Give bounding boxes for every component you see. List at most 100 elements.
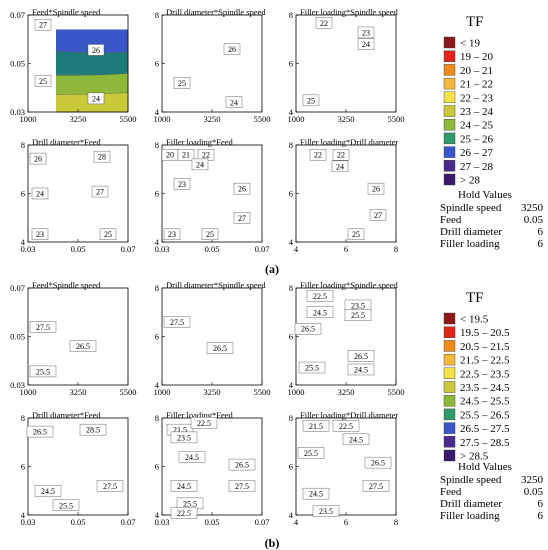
contour-label-box: [347, 228, 365, 240]
contour-label: 28: [98, 153, 106, 162]
y-tick-label: 6: [155, 462, 159, 472]
legend-swatch: [443, 64, 456, 76]
contour-label-box: [344, 309, 372, 321]
hold-name: Feed: [440, 214, 462, 226]
legend-entry: 21.5 – 22.5: [460, 355, 510, 367]
contour-label-box: [163, 316, 191, 328]
x-tick-label: 3250: [204, 114, 221, 124]
contour-label-box: [302, 487, 330, 500]
plot-title: Filler loading*Spindle speed: [300, 280, 398, 290]
contour-label-box: [26, 425, 54, 438]
contour-label-box: [306, 290, 334, 302]
contour-label: 23.5: [319, 507, 333, 516]
legend-entry: > 28: [460, 175, 480, 187]
y-tick-label: 0.03: [10, 107, 25, 117]
contour-label-box: [31, 228, 49, 240]
contour-label-box: [233, 212, 251, 224]
contour-label-box: [294, 323, 322, 335]
legend-swatch: [443, 312, 456, 325]
x-tick-label: 4: [294, 517, 299, 527]
x-tick-label: 4: [294, 244, 299, 254]
y-tick-label: 6: [289, 462, 293, 472]
contour-label: 23: [178, 180, 186, 189]
y-tick-label: 4: [155, 510, 160, 520]
legend-swatch: [443, 408, 456, 421]
contour-label: 21.5: [173, 426, 187, 435]
y-tick-label: 8: [21, 413, 25, 423]
plot-title: Drill diameter*Feed: [32, 410, 101, 420]
contour-label-box: [87, 92, 105, 105]
contour-label-box: [34, 485, 62, 497]
contour-label-box: [302, 94, 320, 107]
plot-title: Drill diameter*Spindle speed: [166, 280, 266, 290]
x-tick-label: 0.07: [255, 517, 270, 527]
y-tick-label: 6: [21, 189, 25, 199]
contour-label: 27.5: [369, 482, 383, 491]
legend-swatch: [443, 118, 456, 131]
contour-label-box: [362, 480, 390, 492]
x-tick-label: 1000: [288, 387, 305, 397]
legend-entry: 22 – 23: [460, 92, 494, 104]
contour-label-box: [173, 178, 191, 190]
plot-frame: [161, 14, 263, 113]
contour-plot: Filler loading*Drill diameter 4 6 8 4 6 8 22 22 2…: [289, 137, 399, 254]
contour-label: 25: [39, 77, 47, 86]
contour-label: 28.5: [86, 426, 100, 435]
legend-entry: 19.5 – 20.5: [460, 327, 510, 339]
y-tick-label: 8: [155, 283, 159, 293]
contour-label: 25.5: [304, 449, 318, 458]
contour-label: 25.5: [183, 499, 197, 508]
contour-label: 25.5: [59, 501, 73, 510]
x-tick-label: 5500: [254, 114, 271, 124]
x-tick-label: 3250: [338, 114, 355, 124]
contour-label: 26.5: [213, 344, 227, 353]
hold-values-title: Hold Values: [458, 189, 512, 201]
contour-label-box: [87, 44, 105, 56]
contour-label: 24: [336, 162, 344, 171]
contour-label: 27.5: [36, 323, 50, 332]
contour-label-box: [29, 365, 57, 378]
contour-label: 22: [320, 19, 328, 28]
legend-swatch: [443, 449, 456, 462]
legend-entry: 21 – 22: [460, 79, 493, 91]
y-tick-label: 4: [289, 237, 294, 247]
legend-title: TF: [466, 14, 484, 30]
x-tick-label: 5500: [254, 387, 271, 397]
x-tick-label: 3250: [70, 114, 87, 124]
y-tick-label: 0.07: [10, 10, 25, 20]
x-tick-label: 5500: [388, 114, 405, 124]
contour-label: 26.5: [371, 459, 385, 468]
x-tick-label: 3250: [70, 387, 87, 397]
plot-title: Feed*Spindle speed: [32, 7, 101, 17]
x-tick-label: 5500: [388, 387, 405, 397]
contour-label-box: [364, 456, 392, 469]
x-tick-label: 0.05: [71, 517, 86, 527]
contour-label: 27: [238, 214, 246, 223]
legend: TF < 19.519.5 – 20.5 20.5 – 21.5 21.5 – 22.…: [443, 290, 510, 463]
legend-entry: 20 – 21: [460, 65, 493, 77]
legend-swatch: [443, 91, 456, 104]
contour-label: 26.5: [76, 342, 90, 351]
y-tick-label: 0.05: [10, 332, 25, 342]
legend-entry: 23.5 – 24.5: [460, 382, 510, 394]
contour-plot: Feed*Spindle speed 1000 3250 5500 0.03 0.05 0.…: [10, 7, 136, 124]
panel-a: Feed*Spindle speed 1000 3250 5500 0.03 0.05 0.…: [10, 7, 543, 276]
hold-value: 6: [538, 498, 544, 510]
contour-label: 24: [362, 40, 370, 49]
legend-swatch: [443, 77, 456, 90]
y-tick-label: 4: [289, 380, 294, 390]
legend-entry: 26 – 27: [460, 147, 494, 159]
contour-plot: Filler loading*Drill diameter 4 6 8 4 6 8 21.5 2…: [289, 410, 399, 527]
contour-label-box: [96, 480, 124, 492]
legend-entry: 24 – 25: [460, 120, 494, 132]
contour-label-box: [69, 340, 97, 352]
contour-label: 25: [352, 230, 360, 239]
contour-band: [162, 15, 262, 112]
contour-label: 26.5: [33, 428, 47, 437]
contour-label: 27: [374, 211, 382, 220]
legend-entry: 27.5 – 28.5: [460, 437, 510, 449]
hold-value: 0.05: [524, 214, 544, 226]
legend-swatch: [443, 36, 456, 49]
legend-entry: 25.5 – 26.5: [460, 409, 510, 421]
